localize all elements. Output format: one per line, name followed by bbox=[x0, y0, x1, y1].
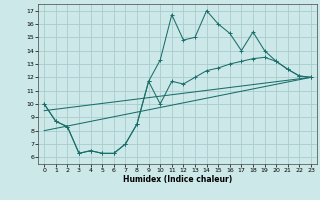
X-axis label: Humidex (Indice chaleur): Humidex (Indice chaleur) bbox=[123, 175, 232, 184]
